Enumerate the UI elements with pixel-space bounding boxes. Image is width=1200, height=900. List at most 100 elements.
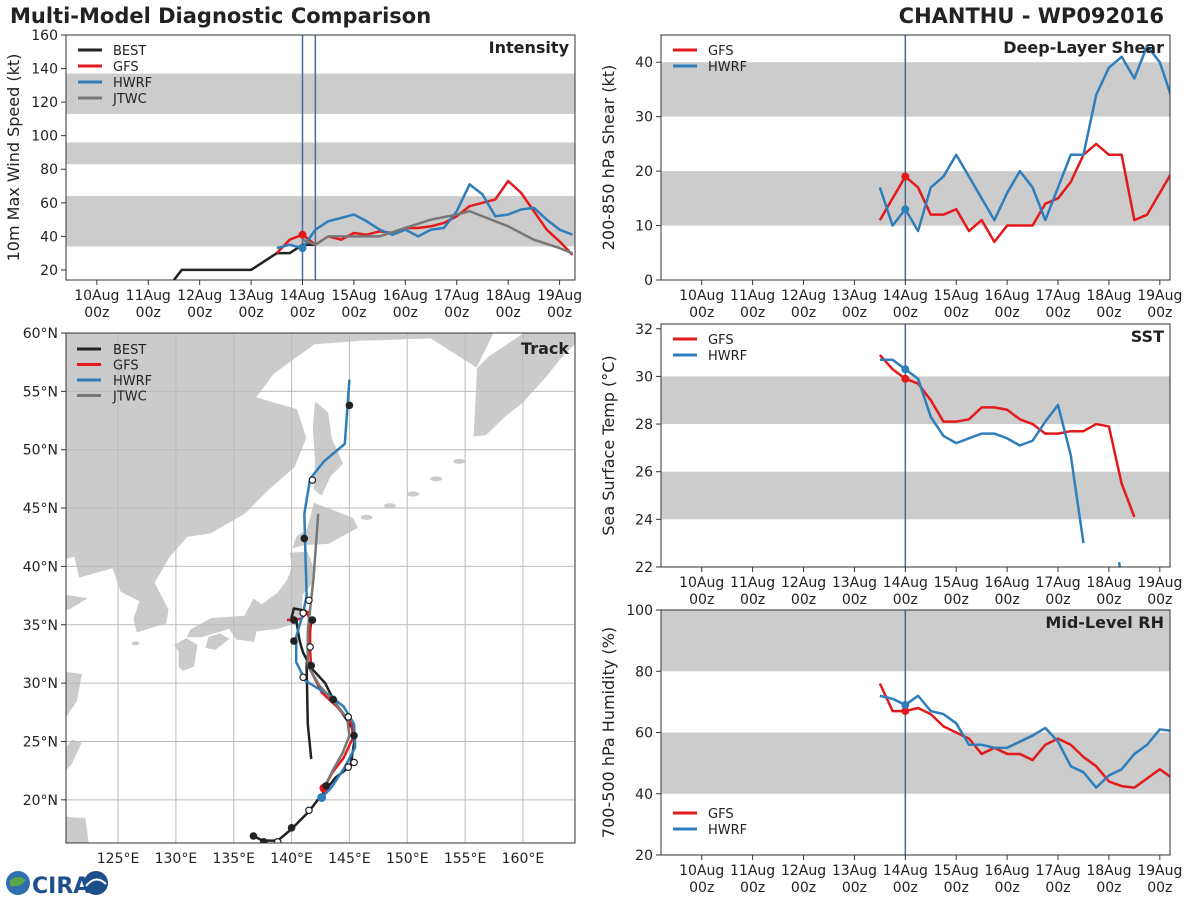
track-lon-label: 145°E [328, 851, 371, 867]
sst-xtick-label-hour: 00z [1147, 592, 1172, 608]
rh-plot-area [661, 610, 1170, 855]
sst-xtick-label-day: 11Aug [730, 575, 775, 591]
intensity-legend-label-gfs: GFS [113, 60, 139, 75]
shear-band-0 [661, 171, 1170, 226]
sst-ylabel: Sea Surface Temp (°C) [599, 355, 618, 535]
sst-ytick-label: 28 [635, 417, 653, 433]
track-lat-label: 35°N [23, 618, 58, 634]
land-honshu [185, 550, 314, 643]
shear-frame [660, 34, 1171, 281]
intensity-xtick-label-hour: 00z [84, 305, 109, 321]
track-best-point-filled [290, 616, 298, 624]
land-shikoku [204, 632, 231, 651]
nesdis-seal-icon [84, 871, 108, 895]
rh-xtick-label-hour: 00z [944, 880, 969, 896]
intensity-ytick-label: 40 [40, 229, 58, 245]
land-taiwan [66, 738, 83, 772]
track-lat-label: 60°N [23, 326, 58, 342]
sst-title: SST [1131, 327, 1164, 346]
intensity-xtick-label-hour: 00z [341, 305, 366, 321]
track-lon-label: 155°E [444, 851, 487, 867]
intensity-plot-area [66, 35, 575, 280]
track-lon-label: 150°E [386, 851, 429, 867]
track-best-point-filled [350, 731, 358, 740]
sst-xtick-label-day: 16Aug [985, 575, 1030, 591]
shear-xtick-label-hour: 00z [740, 305, 765, 321]
shear-title: Deep-Layer Shear [1003, 38, 1164, 57]
rh-xtick-label-hour: 00z [842, 880, 867, 896]
intensity-xtick-label-hour: 00z [239, 305, 264, 321]
track-lon-label: 140°E [270, 851, 313, 867]
track-best-point-open [306, 643, 314, 651]
shear-xtick-label-day: 18Aug [1086, 288, 1131, 304]
track-title: Track [521, 339, 569, 358]
track-map-area [66, 333, 575, 843]
sst-ytick-label: 26 [635, 465, 653, 481]
sst-xtick-label-hour: 00z [689, 592, 714, 608]
rh-ytick-label: 60 [635, 726, 653, 742]
intensity-ytick-label: 100 [31, 129, 58, 145]
track-best-point-filled [260, 838, 268, 843]
track-lon-label: 130°E [155, 851, 198, 867]
land-kuril-island-1 [383, 503, 396, 509]
track-best-point-filled [307, 661, 316, 670]
sst-xtick-label-day: 17Aug [1035, 575, 1080, 591]
rh-xtick-label-hour: 00z [893, 880, 918, 896]
intensity-xtick-label-day: 16Aug [383, 288, 428, 304]
rh-band-1 [661, 610, 1170, 672]
shear-xtick-label-hour: 00z [689, 305, 714, 321]
shear-xtick-label-day: 17Aug [1035, 288, 1080, 304]
shear-marker-hwrf [901, 205, 910, 214]
sst-ytick-label: 32 [635, 322, 653, 338]
shear-ytick-label: 20 [635, 164, 653, 180]
sst-xtick-label-day: 19Aug [1137, 575, 1182, 591]
intensity-legend-label-best: BEST [113, 44, 146, 59]
sst-ytick-label: 30 [635, 369, 653, 385]
track-best-point-open [305, 596, 313, 605]
intensity-ytick-label: 140 [31, 62, 58, 78]
shear-xtick-label-day: 12Aug [781, 288, 826, 304]
intensity-ytick-label: 20 [40, 263, 58, 279]
sst-xtick-label-hour: 00z [893, 592, 918, 608]
intensity-xtick-label-hour: 00z [496, 305, 521, 321]
shear-legend-label-gfs: GFS [708, 44, 734, 59]
shear-xtick-label-day: 19Aug [1137, 288, 1182, 304]
rh-xtick-label-day: 16Aug [985, 863, 1030, 879]
shear-ytick-label: 0 [644, 273, 653, 289]
rh-series-gfs [878, 682, 1170, 789]
intensity-xtick-label-day: 18Aug [486, 288, 531, 304]
track-legend-label-jtwc: JTWC [112, 390, 147, 405]
intensity-series-hwrf [276, 183, 573, 250]
shear-xtick-label-day: 15Aug [934, 288, 979, 304]
track-legend-label-best: BEST [113, 343, 146, 358]
land-luzon [66, 815, 90, 843]
intensity-xtick-label-day: 17Aug [434, 288, 479, 304]
intensity-xtick-label-day: 14Aug [280, 288, 325, 304]
sst-xtick-label-day: 10Aug [679, 575, 724, 591]
intensity-ytick-label: 120 [31, 95, 58, 111]
rh-xtick-label-day: 12Aug [781, 863, 826, 879]
sst-legend-label-gfs: GFS [708, 333, 734, 348]
track-best-point-open [350, 758, 358, 767]
shear-xtick-label-day: 13Aug [832, 288, 877, 304]
track-best-point-filled [249, 832, 258, 840]
globe-land-icon [10, 877, 26, 887]
rh-band-0 [661, 732, 1170, 794]
intensity-series-jtwc [302, 209, 573, 255]
track-best-point-filled [345, 401, 354, 410]
track-best-point-filled [300, 534, 309, 543]
intensity-band-2 [66, 73, 575, 114]
shear-xtick-label-day: 14Aug [883, 288, 928, 304]
rh-xtick-label-hour: 00z [791, 880, 816, 896]
cira-logo: CIRA [6, 871, 108, 899]
storm-id-title: CHANTHU - WP092016 [898, 4, 1164, 28]
rh-marker-hwrf [901, 700, 910, 709]
shear-series-hwrf [878, 44, 1170, 233]
intensity-ylabel: 10m Max Wind Speed (kt) [4, 54, 23, 262]
land-kyushu [173, 637, 199, 672]
track-lon-label: 160°E [502, 851, 545, 867]
rh-xtick-label-hour: 00z [995, 880, 1020, 896]
rh-ytick-label: 20 [635, 848, 653, 864]
shear-xtick-label-day: 11Aug [730, 288, 775, 304]
